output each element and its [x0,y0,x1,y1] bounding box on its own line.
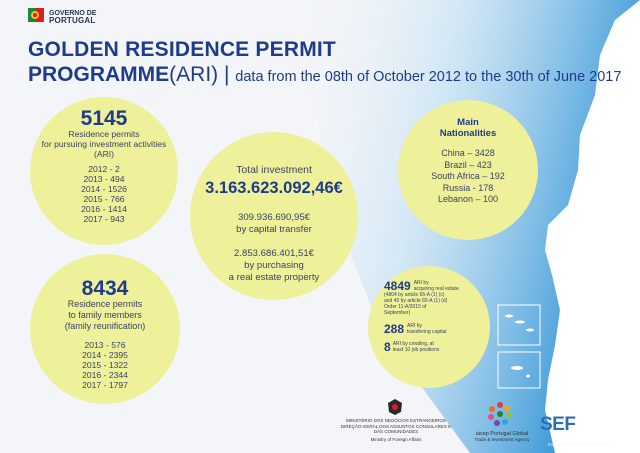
year-item: 2012 - 2 [88,164,120,174]
ministry-crest-icon [386,398,404,416]
portugal-coast [545,0,640,453]
aicep-text: aicep Portugal Global Trade & Investment… [472,431,532,442]
title-line: Nationalities [439,128,497,139]
investment-permits-caption: Residence permits for pursuing investmen… [30,129,178,159]
caption-line: Residence permits [68,129,140,139]
real-estate-label: a real estate property [228,272,320,283]
page-subtitle: PROGRAMME(ARI) | data from the 08th of O… [28,63,621,87]
aicep-line: Trade & Investment Agency [474,437,530,442]
jobs-text: ARI by creating, at least 10 job positio… [384,341,484,353]
breakdown-realestate: 4849 ARI by acquiring real estate (4804 … [384,280,484,316]
title-programme: PROGRAMME [28,63,170,86]
year-item: 2016 - 2344 [82,370,128,380]
nationality-item: Brazil – 423 [444,159,492,170]
text-line: ARI by [413,280,429,286]
real-estate-amount: 2.853.686.401,51€ [233,248,315,259]
page-title: GOLDEN RESIDENCE PERMIT [28,38,336,61]
year-item: 2015 - 766 [83,194,125,204]
nationality-item: Lebanon – 100 [437,194,499,204]
nationalities-list: China – 3428 Brazil – 423 South Africa –… [398,148,538,206]
title-separator: | [218,63,236,86]
ministry-text: MINISTÉRIO DOS NEGÓCIOS ESTRANGEIROS DIR… [340,418,452,442]
year-item: 2014 - 1526 [81,184,127,194]
year-item: 2016 - 1414 [81,204,127,214]
text-line: September) [384,310,411,316]
aicep-logo-icon [486,400,514,428]
text-line: (4804 by article 65-A (1) (c) [384,292,445,298]
nationalities-circle [398,100,538,240]
logo-line1: GOVERNO DE [49,10,97,17]
year-item: 2013 - 576 [84,340,126,350]
realestate-number: 4849 [384,279,411,293]
text-line: least 10 job positions [392,347,440,353]
breakdown-capital: 288 ARI by transfering capital [384,323,484,335]
year-item: 2014 - 2395 [82,350,128,360]
caption-line: (family reunification) [64,321,146,331]
investment-permits-years: 2012 - 2 2013 - 494 2014 - 1526 2015 - 7… [30,164,178,224]
portugal-emblem-icon [28,8,44,22]
madeira-inset [497,351,541,389]
sef-logo: SEF [540,414,576,435]
nationality-item: China – 3428 [441,148,495,158]
text-line: Order 11-A/2015 of [384,304,427,310]
family-permits-years: 2013 - 576 2014 - 2395 2015 - 1322 2016 … [30,340,180,390]
total-investment-value: 3.163.623.092,46€ [205,179,343,197]
caption-line: Residence permits [67,299,143,309]
text-line: transfering capital [407,329,447,335]
year-item: 2017 - 943 [83,214,125,224]
capital-number: 288 [384,322,405,336]
nationality-item: South Africa – 192 [431,171,505,181]
caption-line: for pursuing investment activities [41,139,167,149]
breakdown-jobs: 8 ARI by creating, at least 10 job posit… [384,341,484,353]
government-logo: GOVERNO DE PORTUGAL [28,8,96,26]
ministry-line: MINISTÉRIO DOS NEGÓCIOS ESTRANGEIROS [346,418,446,423]
ministry-line: DAS COMUNIDADES [373,429,419,434]
real-estate-label: by purchasing [244,260,304,271]
family-permits-number: 8434 [81,277,129,300]
caption-line: to family members [68,310,142,320]
capital-transfer-block: 309.936.690,95€ by capital transfer [190,212,358,236]
capital-text: ARI by transfering capital [384,323,484,335]
text-line: acquiring real estate [413,286,459,292]
capital-transfer-label: by capital transfer [236,224,312,235]
realestate-text: ARI by acquiring real estate (4804 by ar… [384,280,484,316]
total-investment-circle [190,132,358,300]
caption-line: (ARI) [93,149,115,159]
nationalities-title: Main Nationalities [398,117,538,139]
investment-permits-circle [30,97,178,245]
year-item: 2017 - 1797 [82,380,128,390]
title-date-range: data from the 08th of October 2012 to th… [235,69,622,85]
real-estate-block: 2.853.686.401,51€ by purchasing a real e… [190,248,358,284]
family-permits-circle [30,254,180,404]
text-line: ARI by creating, at [392,341,434,347]
family-permits-caption: Residence permits to family members (fam… [30,299,180,332]
total-investment-label: Total investment [236,164,312,176]
aicep-line: aicep Portugal Global [475,431,529,437]
nationality-item: Russia - 178 [442,182,494,193]
ministry-line: DIREÇÃO-GERAL DOS ASSUNTOS CONSULARES E [340,423,452,429]
text-line: and 45 by article 65-A (1) (d) [384,298,448,304]
azores-inset [497,304,541,346]
text-line: ARI by [407,323,423,329]
sef-text: Immigration and Borders Service [548,442,614,447]
title-ari: (ARI) [169,63,219,86]
year-item: 2015 - 1322 [82,360,128,370]
investment-permits-number: 5145 [80,107,128,130]
capital-transfer-amount: 309.936.690,95€ [237,212,311,223]
logo-line2: PORTUGAL [49,16,96,25]
breakdown-circle [368,266,490,388]
ministry-line: Ministry of Foreign Affairs [370,436,422,442]
title-line: Main [457,117,479,128]
jobs-number: 8 [384,340,391,354]
year-item: 2013 - 494 [83,174,125,184]
